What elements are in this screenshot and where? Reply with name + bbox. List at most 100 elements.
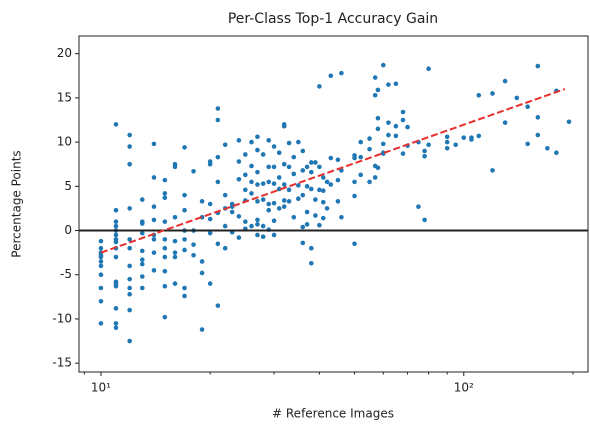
y-axis-label: Percentage Points xyxy=(10,150,24,257)
point xyxy=(229,209,235,215)
point xyxy=(286,164,292,170)
point xyxy=(207,216,213,222)
point xyxy=(127,285,132,291)
point xyxy=(367,136,372,141)
point xyxy=(182,293,187,299)
point xyxy=(151,204,157,209)
point xyxy=(243,172,248,178)
point xyxy=(162,314,168,320)
point xyxy=(313,197,318,202)
point xyxy=(255,199,260,204)
point xyxy=(380,141,386,147)
point xyxy=(300,192,306,198)
point xyxy=(514,95,520,101)
point xyxy=(127,245,132,251)
point xyxy=(335,177,341,183)
chart-title: Per-Class Top-1 Accuracy Gain xyxy=(228,11,438,27)
point xyxy=(249,163,254,169)
point xyxy=(255,182,260,187)
point xyxy=(139,261,145,267)
point xyxy=(320,199,326,205)
point xyxy=(249,223,254,229)
point xyxy=(502,78,508,84)
y-tick-label: -15 xyxy=(52,356,72,370)
y-tick-label: -10 xyxy=(52,311,72,325)
point xyxy=(260,234,266,240)
point xyxy=(535,132,541,138)
point xyxy=(127,276,132,282)
point xyxy=(286,187,292,193)
point xyxy=(127,144,132,149)
point xyxy=(286,199,292,204)
point xyxy=(317,164,322,170)
point xyxy=(191,168,196,174)
point xyxy=(358,172,364,178)
point xyxy=(151,175,157,180)
point xyxy=(249,179,254,185)
point xyxy=(276,175,282,180)
point xyxy=(324,179,330,185)
point xyxy=(281,161,287,167)
point xyxy=(375,126,381,132)
point xyxy=(199,327,205,332)
point xyxy=(222,223,228,229)
point xyxy=(139,248,145,254)
point xyxy=(215,106,221,111)
point xyxy=(320,175,326,180)
point xyxy=(215,117,221,123)
point xyxy=(243,219,248,224)
point xyxy=(255,147,260,153)
point xyxy=(309,160,314,165)
point xyxy=(215,241,221,247)
point xyxy=(309,169,314,175)
point xyxy=(444,139,450,145)
y-tick-label: 15 xyxy=(57,90,72,104)
x-tick-label: 10¹ xyxy=(91,381,111,395)
point xyxy=(386,120,391,125)
point xyxy=(367,179,372,185)
point xyxy=(281,123,287,129)
point xyxy=(358,139,364,145)
point xyxy=(328,155,334,161)
point xyxy=(113,321,119,326)
point xyxy=(502,120,508,125)
point xyxy=(324,206,330,211)
point xyxy=(113,237,119,242)
point xyxy=(260,181,266,186)
point xyxy=(291,154,297,160)
point xyxy=(162,245,168,251)
point xyxy=(98,321,104,326)
point xyxy=(182,285,187,291)
point xyxy=(476,133,482,139)
point xyxy=(320,215,326,221)
point xyxy=(249,139,254,145)
point xyxy=(260,152,266,157)
point xyxy=(113,122,119,127)
point xyxy=(375,165,381,171)
point xyxy=(400,117,406,123)
point xyxy=(113,232,119,238)
point xyxy=(525,141,530,147)
point xyxy=(98,285,104,291)
point xyxy=(215,154,221,160)
point xyxy=(461,135,467,140)
point xyxy=(317,222,322,228)
point xyxy=(98,298,104,304)
point xyxy=(182,247,187,253)
point xyxy=(215,303,221,308)
point xyxy=(182,192,187,198)
point xyxy=(352,155,357,161)
point xyxy=(328,73,334,79)
point xyxy=(191,252,196,258)
point xyxy=(236,138,242,143)
point xyxy=(335,157,341,163)
point xyxy=(393,123,399,129)
point xyxy=(139,285,145,291)
point xyxy=(335,199,341,204)
point xyxy=(300,148,306,154)
point xyxy=(113,223,119,229)
point xyxy=(304,184,310,189)
point xyxy=(113,306,119,311)
point xyxy=(367,146,372,152)
